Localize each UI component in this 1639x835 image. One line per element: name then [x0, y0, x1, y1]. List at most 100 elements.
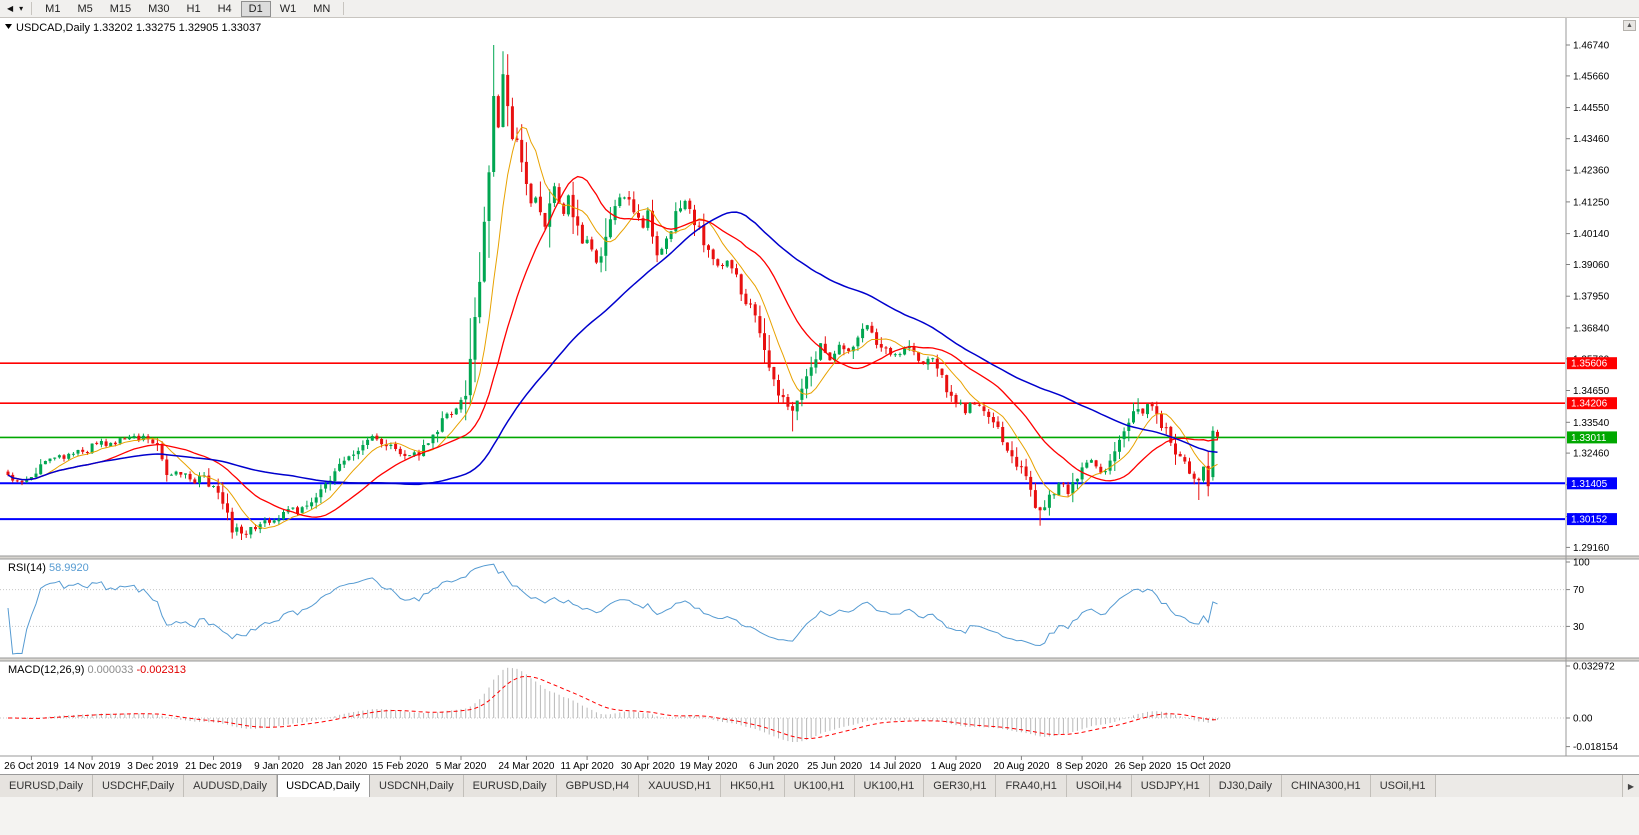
svg-text:1.34206: 1.34206 — [1571, 399, 1608, 410]
toolbar-separator — [31, 2, 33, 15]
svg-text:1 Aug 2020: 1 Aug 2020 — [931, 761, 982, 772]
price-level-tag — [1567, 513, 1617, 526]
svg-text:1.30152: 1.30152 — [1571, 515, 1608, 526]
price-level-tag — [1567, 477, 1617, 490]
svg-text:28 Jan 2020: 28 Jan 2020 — [312, 761, 367, 772]
svg-text:15 Oct 2020: 15 Oct 2020 — [1176, 761, 1231, 772]
chart-window[interactable]: USDCAD,Daily 1.33202 1.33275 1.32905 1.3… — [0, 18, 1639, 774]
svg-text:14 Nov 2019: 14 Nov 2019 — [64, 761, 121, 772]
price-axis[interactable]: 1.46740 1.45660 1.44550 1.43460 1.42360 1.412… — [1565, 18, 1618, 756]
svg-text:0.032972: 0.032972 — [1573, 662, 1615, 673]
svg-text:1.36840: 1.36840 — [1573, 323, 1610, 334]
tab-eurusd-daily[interactable]: EURUSD,Daily — [463, 775, 557, 797]
svg-text:100: 100 — [1573, 558, 1590, 569]
macd-signal-line — [8, 675, 1218, 740]
ma-fast-line — [7, 126, 1218, 530]
left-arrow-icon[interactable]: ◀ — [7, 3, 14, 13]
timeframe-button-h4[interactable]: H4 — [217, 2, 232, 15]
tab-usoil-h4[interactable]: USOil,H4 — [1066, 775, 1132, 797]
svg-text:30: 30 — [1573, 622, 1585, 633]
tab-xauusd-h1[interactable]: XAUUSD,H1 — [639, 775, 722, 797]
svg-text:6 Jun 2020: 6 Jun 2020 — [749, 761, 799, 772]
tab-uk100-h1[interactable]: UK100,H1 — [784, 775, 855, 797]
tab-china300-h1[interactable]: CHINA300,H1 — [1281, 775, 1371, 797]
tab-scroll-right-button[interactable]: ▶ — [1622, 775, 1639, 797]
svg-text:0.00: 0.00 — [1573, 714, 1593, 725]
svg-text:24 Mar 2020: 24 Mar 2020 — [498, 761, 555, 772]
svg-text:USDCAD,Daily 1.33202 1.33275 1: USDCAD,Daily 1.33202 1.33275 1.32905 1.3… — [16, 22, 261, 34]
timeframe-button-w1[interactable]: W1 — [279, 2, 297, 15]
svg-text:11 Apr 2020: 11 Apr 2020 — [560, 761, 614, 772]
date-axis[interactable]: 26 Oct 2019 14 Nov 2019 3 Dec 2019 21 Dec 2… — [0, 755, 1639, 772]
candlesticks — [6, 45, 1219, 540]
chart-canvas[interactable]: USDCAD,Daily 1.33202 1.33275 1.32905 1.3… — [0, 18, 1639, 774]
svg-text:19 May 2020: 19 May 2020 — [680, 761, 738, 772]
rsi-label: RSI(14) 58.9920 — [8, 562, 89, 574]
svg-text:30 Apr 2020: 30 Apr 2020 — [621, 761, 675, 772]
svg-text:1.35606: 1.35606 — [1571, 359, 1608, 370]
timeframe-button-m1[interactable]: M1 — [45, 2, 61, 15]
tab-bar: EURUSD,Daily USDCHF,Daily AUDUSD,Daily USDC… — [0, 774, 1639, 797]
horizontal-lines — [0, 362, 1565, 521]
svg-text:1.42360: 1.42360 — [1573, 166, 1610, 177]
tab-usdchf-daily[interactable]: USDCHF,Daily — [92, 775, 185, 797]
svg-text:1.34650: 1.34650 — [1573, 386, 1610, 397]
tab-hk50-h1[interactable]: HK50,H1 — [721, 775, 785, 797]
svg-text:1.37950: 1.37950 — [1573, 292, 1610, 303]
svg-text:1.44550: 1.44550 — [1573, 103, 1610, 114]
svg-text:1.33011: 1.33011 — [1571, 433, 1607, 444]
price-level-tag — [1567, 397, 1617, 410]
tab-audusd-daily[interactable]: AUDUSD,Daily — [184, 775, 278, 797]
svg-text:8 Sep 2020: 8 Sep 2020 — [1057, 761, 1109, 772]
price-level-tag — [1567, 357, 1617, 370]
ma-mid-line — [7, 175, 1218, 518]
timeframe-buttons: M1 M5 M15 M30 H1 H4 D1 W1 MN — [37, 0, 338, 17]
svg-text:1.45660: 1.45660 — [1573, 71, 1610, 82]
tab-usdcad-daily[interactable]: USDCAD,Daily — [277, 775, 371, 797]
tab-ger30-h1[interactable]: GER30,H1 — [924, 775, 997, 797]
svg-text:1.46740: 1.46740 — [1573, 41, 1610, 52]
timeframe-button-m30[interactable]: M30 — [148, 2, 170, 15]
tab-usoil-h1[interactable]: USOil,H1 — [1370, 775, 1436, 797]
svg-text:21 Dec 2019: 21 Dec 2019 — [185, 761, 242, 772]
svg-text:5 Mar 2020: 5 Mar 2020 — [436, 761, 487, 772]
svg-text:20 Aug 2020: 20 Aug 2020 — [993, 761, 1050, 772]
svg-text:9 Jan 2020: 9 Jan 2020 — [254, 761, 304, 772]
tab-eurusd-daily[interactable]: EURUSD,Daily — [0, 775, 93, 797]
svg-text:1.39060: 1.39060 — [1573, 260, 1610, 271]
svg-text:14 Jul 2020: 14 Jul 2020 — [869, 761, 921, 772]
macd-panel[interactable]: MACD(12,26,9) 0.000033 -0.002313 — [0, 664, 1565, 742]
svg-text:70: 70 — [1573, 585, 1585, 596]
tab-fra40-h1[interactable]: FRA40,H1 — [996, 775, 1067, 797]
svg-text:26 Sep 2020: 26 Sep 2020 — [1114, 761, 1171, 772]
svg-text:1.33540: 1.33540 — [1573, 418, 1610, 429]
timeframe-button-d1[interactable]: D1 — [240, 0, 271, 17]
price-level-tag — [1567, 431, 1617, 444]
svg-text:26 Oct 2019: 26 Oct 2019 — [4, 761, 59, 772]
symbol-marker-icon — [5, 24, 12, 29]
svg-text:25 Jun 2020: 25 Jun 2020 — [807, 761, 862, 772]
timeframe-button-m15[interactable]: M15 — [109, 2, 132, 15]
chart-ohlc-header: USDCAD,Daily 1.33202 1.33275 1.32905 1.3… — [5, 22, 261, 34]
panel-separators[interactable] — [0, 555, 1639, 662]
timeframe-button-mn[interactable]: MN — [313, 2, 331, 15]
macd-label: MACD(12,26,9) 0.000033 -0.002313 — [8, 664, 186, 676]
svg-text:1.40140: 1.40140 — [1573, 229, 1610, 240]
tab-dj30-daily[interactable]: DJ30,Daily — [1209, 775, 1282, 797]
rsi-line — [7, 563, 1218, 655]
svg-text:1.32460: 1.32460 — [1573, 449, 1610, 460]
tab-usdcnh-daily[interactable]: USDCNH,Daily — [370, 775, 464, 797]
tab-usdjpy-h1[interactable]: USDJPY,H1 — [1131, 775, 1210, 797]
svg-text:3 Dec 2019: 3 Dec 2019 — [127, 761, 179, 772]
toolbar-separator — [343, 2, 345, 15]
svg-text:-0.018154: -0.018154 — [1573, 742, 1618, 753]
timeframe-button-m5[interactable]: M5 — [77, 2, 93, 15]
rsi-panel[interactable]: RSI(14) 58.9920 — [0, 562, 1565, 655]
dropdown-caret-icon[interactable]: ▾ — [19, 3, 24, 13]
svg-text:1.43460: 1.43460 — [1573, 134, 1610, 145]
tab-uk100-h1[interactable]: UK100,H1 — [854, 775, 925, 797]
bottom-strip — [0, 797, 1639, 835]
timeframe-button-h1[interactable]: H1 — [186, 2, 201, 15]
chart-scroll-up-button[interactable]: ▲ — [1623, 20, 1636, 31]
tab-gbpusd-h4[interactable]: GBPUSD,H4 — [556, 775, 640, 797]
